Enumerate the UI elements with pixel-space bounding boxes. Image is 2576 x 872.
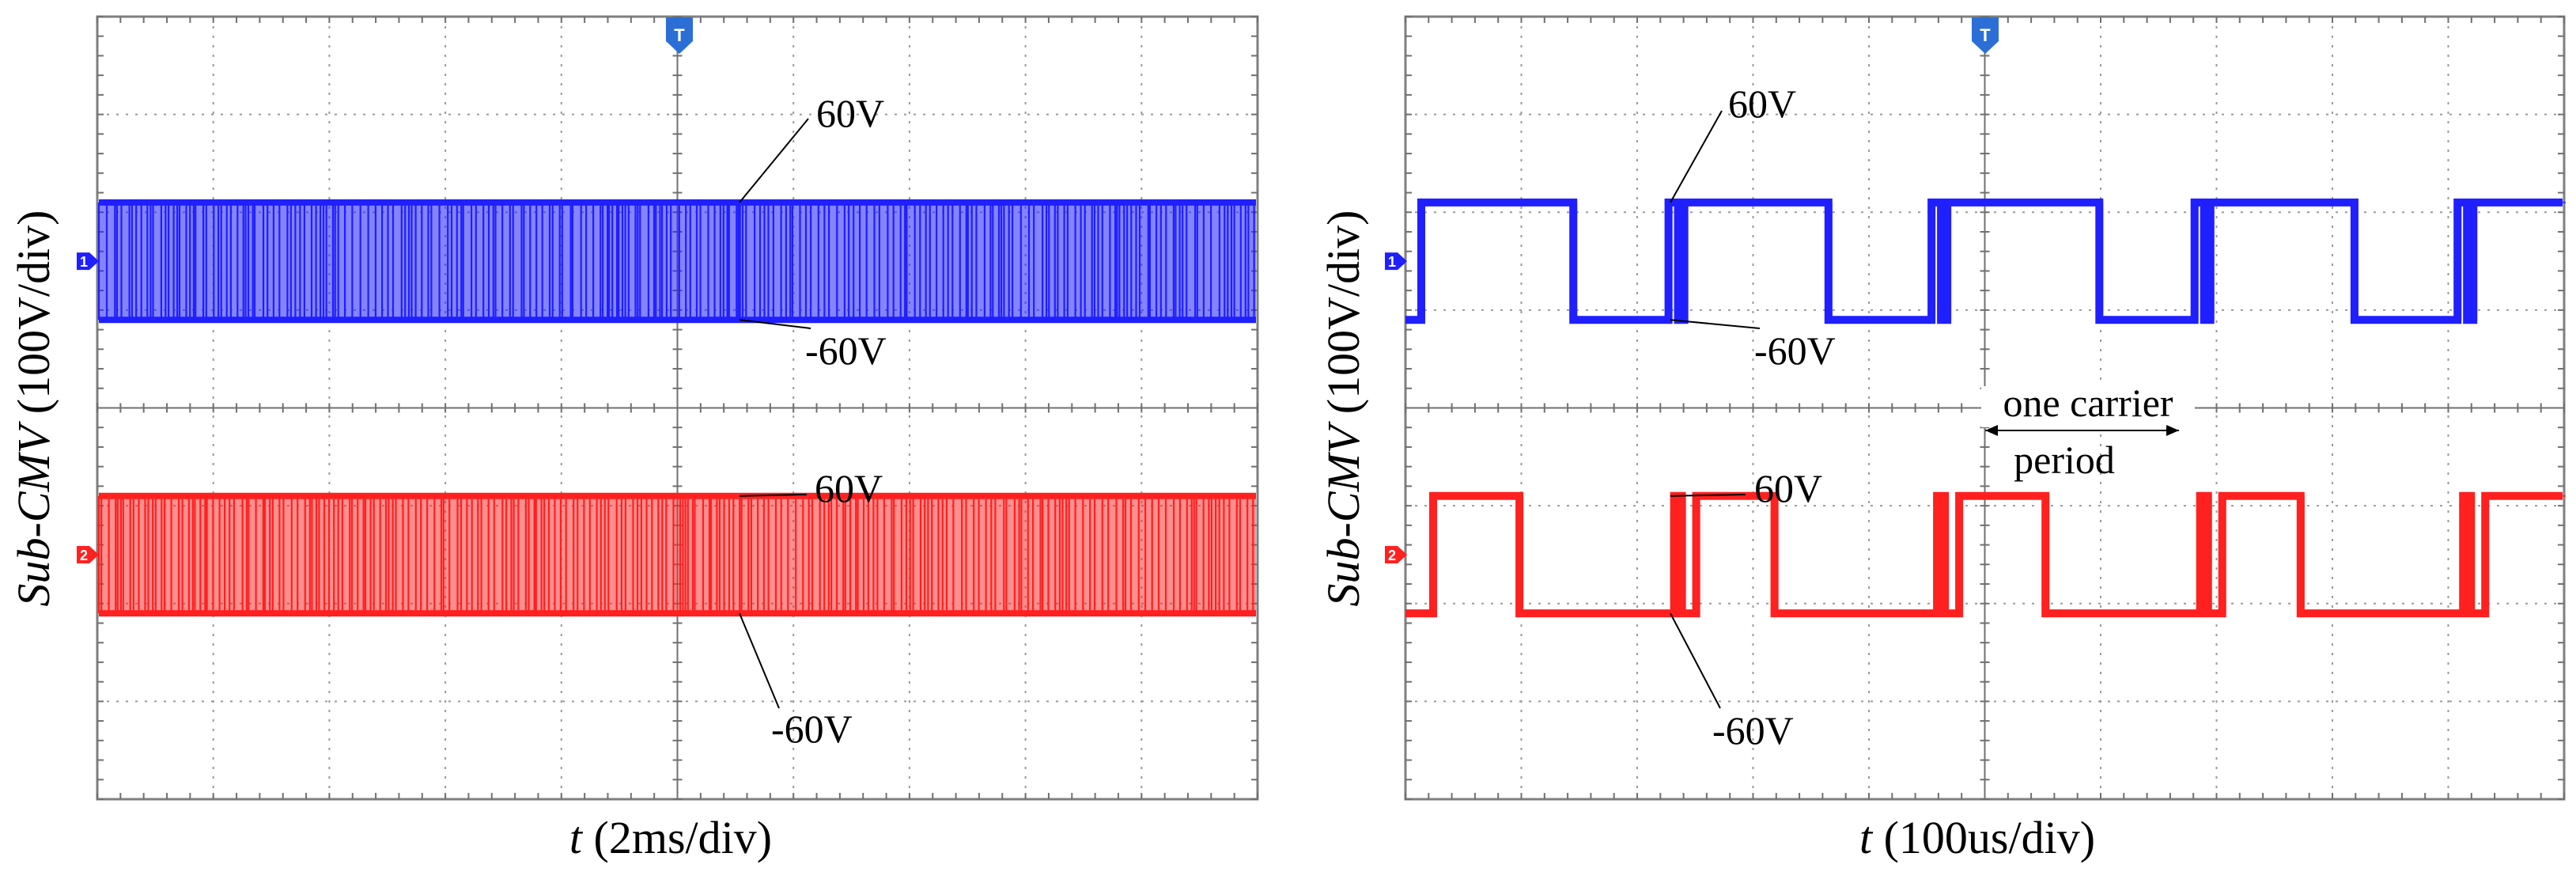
right-ch1-marker: 1 xyxy=(1385,252,1407,271)
right-traces xyxy=(1405,198,2566,618)
left-ch2-high-leader xyxy=(739,494,808,497)
right-trigger-marker: T xyxy=(1972,17,1999,54)
left-ch1-high-leader xyxy=(739,118,809,203)
left-traces xyxy=(97,199,1256,617)
left-ylabel-italic: Sub-CMV xyxy=(8,420,59,606)
right-xlabel-italic: t xyxy=(1859,812,1874,863)
right-annotation-line1: one carrier xyxy=(2003,381,2173,425)
right-ch2-marker-label: 2 xyxy=(1388,548,1396,563)
right-ch2-high-leader xyxy=(1670,494,1746,497)
left-ch1-low-label: -60V xyxy=(805,328,887,373)
left-ch1-band xyxy=(99,202,1256,320)
left-ch2-marker: 2 xyxy=(77,545,99,563)
right-ch1-low-leader xyxy=(1670,319,1761,329)
left-ch2-low-label: -60V xyxy=(771,707,853,751)
left-trigger-marker: T xyxy=(666,17,693,54)
left-ylabel-rest: (100V/div) xyxy=(8,210,59,426)
left-x-axis-label: t (2ms/div) xyxy=(569,812,772,863)
right-ch1-pulse-edges xyxy=(1409,201,2566,321)
right-markers: 12 xyxy=(1385,252,1407,563)
left-grid xyxy=(96,16,1258,800)
left-ch1-low-leader xyxy=(739,319,811,329)
right-trigger-label: T xyxy=(1980,25,1991,45)
right-callouts xyxy=(1670,110,1761,709)
right-ch1-marker-label: 1 xyxy=(1388,254,1396,270)
left-ch1-edges xyxy=(97,202,1255,320)
left-ch2-marker-label: 2 xyxy=(80,548,88,563)
right-ch2-low-label: -60V xyxy=(1712,708,1794,753)
left-ch2-high-label: 60V xyxy=(815,466,883,510)
right-period-arrow xyxy=(1985,425,2179,436)
right-ch1-high-leader xyxy=(1670,110,1723,203)
left-panel: 12 T 60V -60V 60V -60V Sub-CMV (100V/div… xyxy=(8,15,1259,863)
left-ch1-high-label: 60V xyxy=(816,91,884,135)
right-ch1-low-label: -60V xyxy=(1754,328,1836,373)
left-callouts xyxy=(739,118,811,709)
left-y-axis-label: Sub-CMV (100V/div) xyxy=(8,210,59,607)
right-ylabel-rest: (100V/div) xyxy=(1318,210,1369,426)
right-y-axis-label: Sub-CMV (100V/div) xyxy=(1318,210,1369,607)
right-ch2-low-leader xyxy=(1670,612,1721,709)
left-xlabel-italic: t xyxy=(569,812,584,863)
left-ch1-marker-label: 1 xyxy=(80,254,88,270)
left-xlabel-rest: (2ms/div) xyxy=(582,812,772,863)
right-ch2-marker: 2 xyxy=(1385,545,1407,563)
right-ch2-pulses xyxy=(1405,491,2563,618)
right-xlabel-rest: (100us/div) xyxy=(1872,812,2095,863)
left-ch2-low-leader xyxy=(739,612,780,709)
right-annotation-bg xyxy=(1981,386,2195,427)
right-ch2-high-label: 60V xyxy=(1754,466,1822,510)
left-ch1-marker: 1 xyxy=(77,252,99,271)
left-markers: 12 xyxy=(77,252,99,563)
right-ylabel-italic: Sub-CMV xyxy=(1318,420,1369,606)
right-panel: 12 T 60V -60V 60V -60V one carrier perio… xyxy=(1318,15,2566,863)
right-ch2-pulse-edges xyxy=(1409,495,2566,615)
right-x-axis-label: t (100us/div) xyxy=(1859,812,2095,863)
left-trigger-label: T xyxy=(674,25,685,45)
right-ch1-pulses xyxy=(1405,198,2563,324)
right-ch1-high-label: 60V xyxy=(1728,82,1796,126)
right-annotation-line2: period xyxy=(2014,438,2115,482)
